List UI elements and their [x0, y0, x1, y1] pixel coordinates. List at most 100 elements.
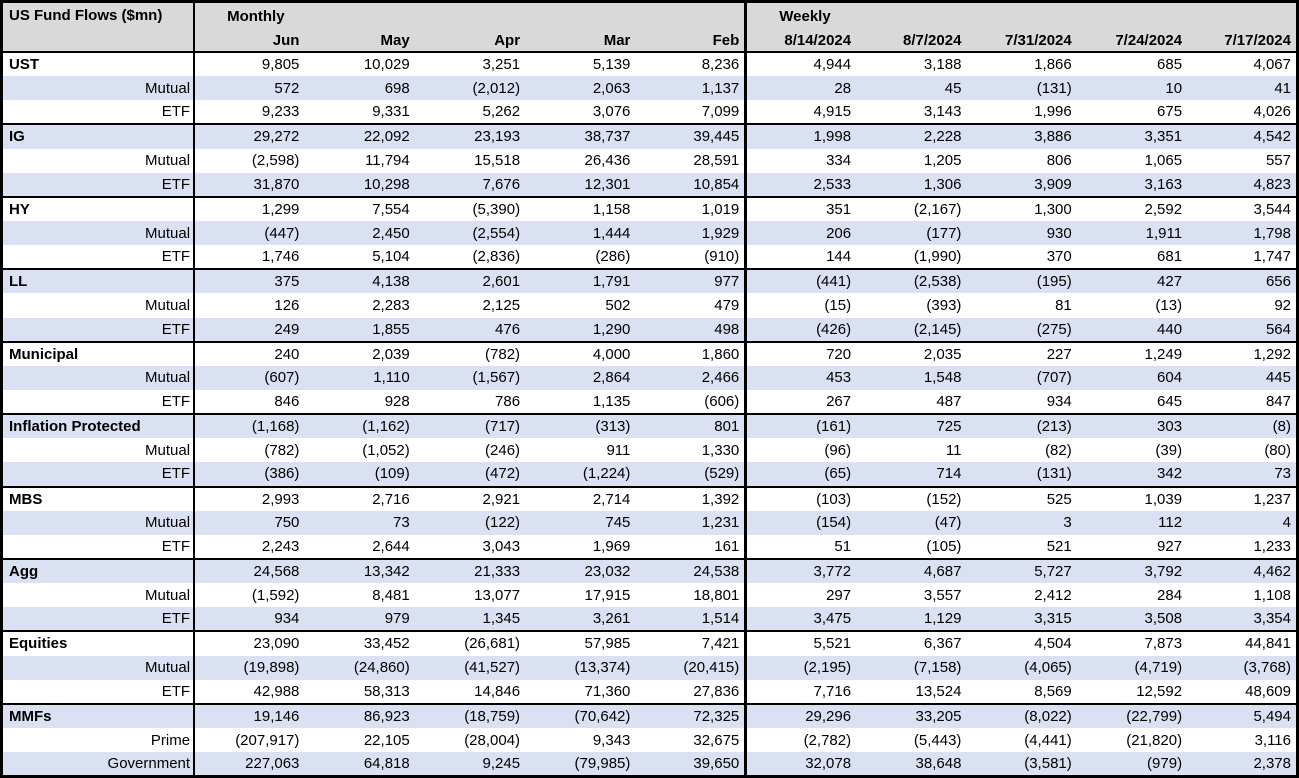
value-cell: (24,860)	[304, 655, 415, 680]
value-cell: 2,533	[745, 172, 857, 197]
value-cell: 4,823	[1187, 172, 1298, 197]
value-cell: 1,231	[635, 510, 748, 535]
value-cell: 370	[1046, 248, 1072, 266]
value-cell: 3,909	[966, 172, 1077, 197]
value-cell: (26,681)	[414, 630, 526, 656]
value-cell: 9,805	[194, 50, 305, 77]
value-cell: 15,518	[474, 152, 521, 170]
value-cell: (2,782)	[803, 731, 852, 749]
value-cell: 3,475	[745, 607, 857, 632]
value-cell: 440	[1076, 317, 1188, 342]
value-cell: 13,342	[304, 557, 415, 584]
value-cell: (717)	[414, 413, 526, 439]
value-cell: 1,306	[856, 172, 967, 197]
value-cell: 9,233	[261, 103, 300, 121]
value-cell: 521	[1046, 537, 1072, 555]
value-cell: (19,898)	[194, 655, 305, 680]
value-cell: (607)	[194, 365, 305, 390]
value-cell: 4,944	[745, 50, 857, 77]
column-header-feb: Feb	[635, 29, 748, 53]
group-label: HY	[1, 195, 196, 221]
value-cell: 720	[745, 340, 857, 366]
value-cell: 750	[194, 510, 305, 535]
value-cell: 725	[856, 413, 967, 439]
value-cell: (447)	[194, 220, 305, 246]
value-cell: 161	[635, 534, 748, 559]
value-cell: 3,886	[966, 123, 1077, 149]
value-cell: 1,747	[1253, 248, 1291, 266]
table-row: Inflation Protected (1,168) (1,162) (717) (3…	[1, 413, 1298, 439]
value-cell: (707)	[966, 365, 1077, 390]
value-cell: 86,923	[304, 702, 415, 728]
value-cell: 1,330	[635, 438, 748, 463]
value-cell: 41	[1187, 76, 1298, 101]
value-cell: 1,039	[1076, 485, 1188, 511]
value-cell: 1,911	[1076, 220, 1188, 246]
table-row: Prime (207,917) 22,105 (28,004) 9,343 32,675 (…	[1, 727, 1298, 753]
value-cell: (1,162)	[304, 413, 415, 439]
value-cell: 2,601	[414, 268, 526, 294]
value-cell: 5,494	[1187, 702, 1298, 728]
value-cell: (246)	[485, 441, 521, 459]
value-cell: 3,792	[1076, 557, 1188, 584]
column-header-week-5: 7/17/2024	[1187, 29, 1298, 53]
value-cell: 267	[826, 393, 852, 411]
value-cell: 3,116	[1254, 731, 1291, 749]
value-cell: 29,272	[194, 123, 305, 149]
value-cell: 39,650	[635, 752, 748, 777]
value-cell: 928	[384, 393, 410, 411]
table-row: Mutual (1,592) 8,481 13,077 17,915 18,801 297 3…	[1, 583, 1298, 608]
value-cell: 1,019	[635, 195, 748, 221]
table-row: Agg 24,568 13,342 21,333 23,032 24,538 3,772 4,…	[1, 557, 1298, 584]
value-cell: (15)	[824, 296, 852, 314]
value-cell: 604	[1076, 365, 1188, 390]
table-row: Municipal 240 2,039 (782) 4,000 1,860 720 2,035…	[1, 340, 1298, 366]
table-row: UST 9,805 10,029 3,251 5,139 8,236 4,944 3,188 1…	[1, 50, 1298, 77]
value-cell: (13)	[1155, 296, 1183, 314]
value-cell: 126	[274, 296, 300, 314]
column-header-week-3: 7/31/2024	[966, 29, 1077, 53]
value-cell: (2,598)	[251, 152, 300, 170]
value-cell: 112	[1076, 510, 1188, 535]
value-cell: 1,998	[745, 123, 857, 149]
table-row: ETF 249 1,855 476 1,290 498 (426) (2,145) (275) 4…	[1, 317, 1298, 342]
value-cell: (79,985)	[525, 752, 636, 777]
row-label: Mutual	[1, 510, 196, 535]
value-cell: 2,063	[525, 76, 636, 101]
value-cell: 342	[1076, 462, 1188, 487]
value-cell: (426)	[745, 317, 857, 342]
value-cell: 21,333	[414, 557, 526, 584]
value-cell: (131)	[966, 462, 1077, 487]
value-cell: 2,714	[525, 485, 636, 511]
column-header-week-1: 8/14/2024	[745, 29, 857, 53]
value-cell: 801	[635, 413, 748, 439]
value-cell: 23,090	[194, 630, 305, 656]
value-cell: 1,929	[635, 220, 748, 246]
value-cell: 7,421	[635, 630, 748, 656]
value-cell: (161)	[745, 413, 857, 439]
value-cell: (39)	[1155, 441, 1183, 459]
table-row: Mutual 750 73 (122) 745 1,231 (154) (47) 3 112 4	[1, 510, 1298, 535]
table-row: MBS 2,993 2,716 2,921 2,714 1,392 (103) (152) 52…	[1, 485, 1298, 511]
value-cell: 2,864	[525, 365, 636, 390]
column-header-week-4: 7/24/2024	[1076, 29, 1188, 53]
value-cell: (65)	[745, 462, 857, 487]
value-cell: 7,676	[414, 172, 526, 197]
row-label: ETF	[1, 245, 196, 270]
value-cell: 57,985	[525, 630, 636, 656]
value-cell: (441)	[745, 268, 857, 294]
value-cell: 58,313	[363, 682, 410, 700]
value-cell: (2,195)	[745, 655, 857, 680]
value-cell: 3,557	[923, 586, 962, 604]
value-cell: 144	[826, 248, 852, 266]
table-row: HY 1,299 7,554 (5,390) 1,158 1,019 351 (2,167) 1…	[1, 195, 1298, 221]
value-cell: 227,063	[194, 752, 305, 777]
table-row: ETF 9,233 9,331 5,262 3,076 7,099 4,915 3,143 1,…	[1, 100, 1298, 125]
value-cell: 81	[1055, 296, 1072, 314]
table-row: Mutual (782) (1,052) (246) 911 1,330 (96) 11 (82…	[1, 438, 1298, 463]
value-cell: 1,135	[592, 393, 631, 411]
value-cell: (782)	[414, 340, 526, 366]
value-cell: 14,846	[474, 682, 521, 700]
value-cell: 3,076	[592, 103, 631, 121]
